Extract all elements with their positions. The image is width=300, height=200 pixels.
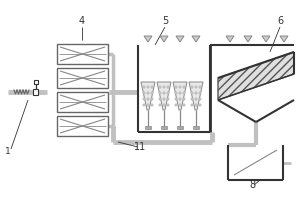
Circle shape bbox=[163, 98, 165, 100]
Polygon shape bbox=[145, 126, 151, 129]
Circle shape bbox=[179, 98, 181, 100]
Text: 1: 1 bbox=[5, 148, 11, 156]
Circle shape bbox=[151, 92, 153, 94]
Bar bbox=[57, 92, 108, 112]
Polygon shape bbox=[189, 82, 203, 110]
Polygon shape bbox=[226, 36, 234, 42]
Bar bbox=[33, 89, 38, 95]
Text: 5: 5 bbox=[162, 16, 168, 26]
Circle shape bbox=[163, 104, 165, 106]
Circle shape bbox=[195, 104, 197, 106]
Circle shape bbox=[179, 86, 181, 88]
Bar bbox=[57, 116, 108, 136]
Circle shape bbox=[143, 98, 145, 100]
Circle shape bbox=[159, 98, 161, 100]
Circle shape bbox=[175, 86, 177, 88]
Circle shape bbox=[143, 104, 145, 106]
Circle shape bbox=[143, 92, 145, 94]
Polygon shape bbox=[173, 82, 187, 110]
Polygon shape bbox=[161, 126, 167, 129]
Circle shape bbox=[151, 86, 153, 88]
Circle shape bbox=[191, 104, 193, 106]
Circle shape bbox=[179, 104, 181, 106]
Polygon shape bbox=[244, 36, 252, 42]
Circle shape bbox=[199, 98, 201, 100]
Text: 6: 6 bbox=[277, 16, 283, 26]
Circle shape bbox=[199, 86, 201, 88]
Text: 11: 11 bbox=[134, 142, 146, 152]
Circle shape bbox=[199, 104, 201, 106]
Circle shape bbox=[143, 86, 145, 88]
Circle shape bbox=[147, 86, 149, 88]
Polygon shape bbox=[218, 52, 294, 100]
Circle shape bbox=[195, 86, 197, 88]
Circle shape bbox=[179, 92, 181, 94]
Polygon shape bbox=[157, 82, 171, 110]
Polygon shape bbox=[160, 36, 168, 42]
Polygon shape bbox=[176, 36, 184, 42]
Polygon shape bbox=[280, 36, 288, 42]
Text: 8: 8 bbox=[249, 180, 255, 190]
Circle shape bbox=[167, 86, 169, 88]
Circle shape bbox=[175, 92, 177, 94]
Polygon shape bbox=[144, 36, 152, 42]
Circle shape bbox=[163, 92, 165, 94]
Circle shape bbox=[147, 104, 149, 106]
Circle shape bbox=[147, 92, 149, 94]
Circle shape bbox=[183, 98, 185, 100]
Circle shape bbox=[191, 92, 193, 94]
Circle shape bbox=[183, 104, 185, 106]
Polygon shape bbox=[192, 36, 200, 42]
Circle shape bbox=[167, 98, 169, 100]
Circle shape bbox=[151, 104, 153, 106]
Circle shape bbox=[195, 92, 197, 94]
Bar bbox=[34, 80, 38, 84]
Circle shape bbox=[199, 92, 201, 94]
Circle shape bbox=[159, 86, 161, 88]
Circle shape bbox=[183, 92, 185, 94]
Circle shape bbox=[191, 98, 193, 100]
Polygon shape bbox=[177, 126, 183, 129]
Circle shape bbox=[167, 104, 169, 106]
Circle shape bbox=[147, 98, 149, 100]
Circle shape bbox=[195, 98, 197, 100]
Circle shape bbox=[175, 104, 177, 106]
Circle shape bbox=[167, 92, 169, 94]
Bar bbox=[57, 68, 108, 88]
Text: 4: 4 bbox=[79, 16, 85, 26]
Circle shape bbox=[163, 86, 165, 88]
Circle shape bbox=[183, 86, 185, 88]
Polygon shape bbox=[262, 36, 270, 42]
Circle shape bbox=[159, 92, 161, 94]
Polygon shape bbox=[193, 126, 199, 129]
Polygon shape bbox=[141, 82, 155, 110]
Circle shape bbox=[191, 86, 193, 88]
Circle shape bbox=[159, 104, 161, 106]
Circle shape bbox=[151, 98, 153, 100]
Circle shape bbox=[175, 98, 177, 100]
Bar bbox=[57, 44, 108, 64]
